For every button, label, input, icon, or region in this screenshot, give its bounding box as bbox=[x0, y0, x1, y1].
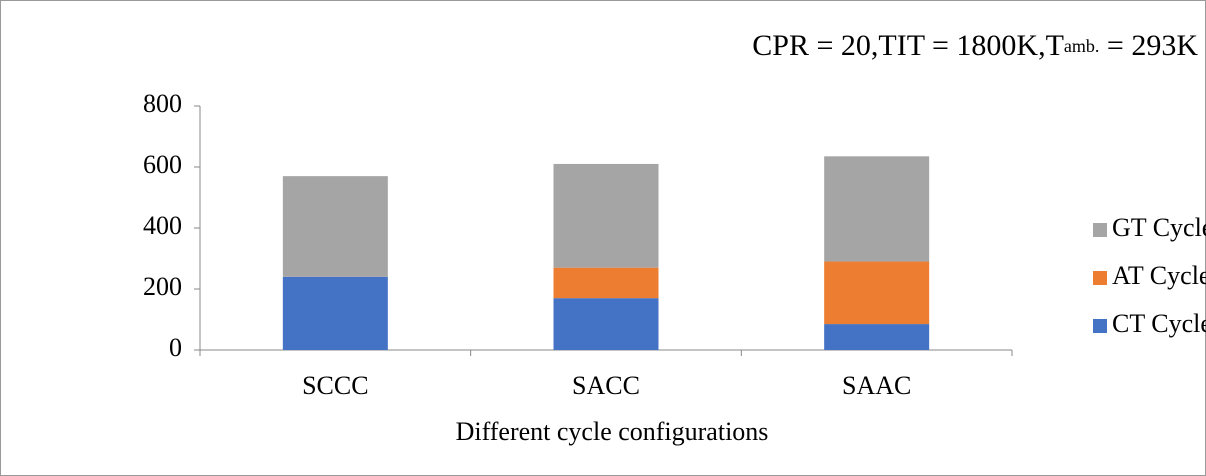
bar-segment bbox=[553, 267, 659, 299]
legend-swatch bbox=[1093, 319, 1107, 333]
bar-segment bbox=[282, 276, 388, 350]
bar-segment bbox=[824, 324, 930, 350]
bar-segment bbox=[553, 298, 659, 350]
x-axis-label: Different cycle configurations bbox=[456, 417, 769, 446]
y-tick-label: 600 bbox=[143, 150, 182, 179]
bar-segment bbox=[553, 163, 659, 268]
legend-label: GT Cycle bbox=[1112, 213, 1206, 242]
y-tick-label: 0 bbox=[169, 333, 182, 362]
bar-segment bbox=[282, 176, 388, 277]
x-tick-label: SCCC bbox=[302, 371, 369, 400]
y-tick-label: 400 bbox=[143, 211, 182, 240]
chart-title: CPR = 20,TIT = 1800K,Tamb. = 293K bbox=[752, 29, 1198, 62]
x-tick-label: SAAC bbox=[842, 371, 911, 400]
bar-segment bbox=[824, 261, 930, 325]
legend-label: CT Cycle bbox=[1112, 309, 1206, 338]
legend-label: AT Cycle bbox=[1112, 261, 1206, 290]
y-tick-label: 200 bbox=[143, 272, 182, 301]
bar-segment bbox=[824, 156, 930, 262]
legend-swatch bbox=[1093, 271, 1107, 285]
legend-swatch bbox=[1093, 223, 1107, 237]
y-tick-label: 800 bbox=[143, 89, 182, 118]
x-tick-label: SACC bbox=[572, 371, 640, 400]
